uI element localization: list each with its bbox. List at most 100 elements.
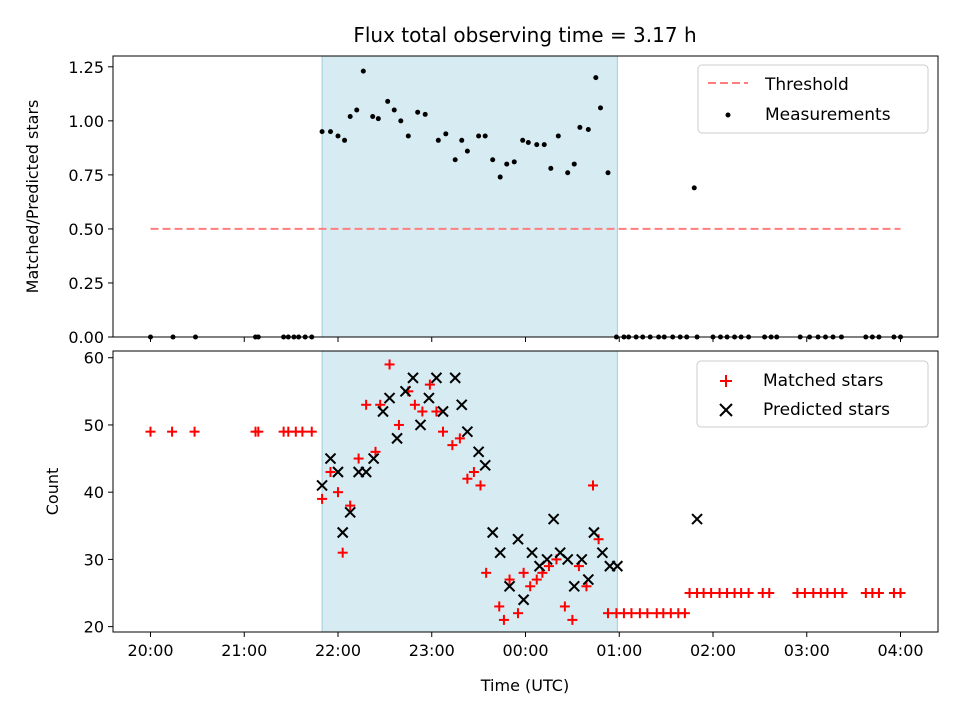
x-tick-label: 23:00 xyxy=(409,641,455,660)
matched-star-point xyxy=(370,446,381,457)
predicted-marker-b xyxy=(517,594,530,606)
measurements-legend-marker xyxy=(725,112,731,118)
matched-star-point xyxy=(706,588,717,599)
predicted-star-point xyxy=(541,553,553,566)
top-y-tick-label: 0.75 xyxy=(68,166,104,185)
predicted-marker-b xyxy=(430,372,443,384)
predicted-star-point xyxy=(423,392,435,404)
predicted-star-point xyxy=(324,452,337,465)
predicted-marker-b xyxy=(526,546,538,559)
measurement-point xyxy=(370,114,376,120)
predicted-marker-b xyxy=(456,399,468,411)
measurement-point xyxy=(548,165,554,171)
predicted-marker-b xyxy=(344,506,356,519)
predicted-marker-b xyxy=(568,580,580,592)
matched-star-point xyxy=(504,574,515,585)
matched-star-point xyxy=(743,588,754,599)
measurement-point xyxy=(541,142,547,148)
predicted-marker-b xyxy=(324,452,337,465)
predicted-star-point xyxy=(399,385,412,398)
predicted-star-point xyxy=(377,405,389,418)
measurements-legend-label: Measurements xyxy=(765,105,891,125)
predicted-marker-b xyxy=(541,553,553,566)
top-shaded-region xyxy=(321,55,618,338)
x-tick-label: 21:00 xyxy=(221,641,267,660)
predicted-star-point xyxy=(494,546,506,559)
bottom-axes-frame xyxy=(112,350,939,633)
matched-star-point xyxy=(431,406,442,417)
predicted-marker-b xyxy=(691,513,703,525)
measurement-point xyxy=(593,75,599,81)
matched-star-point xyxy=(468,467,479,478)
predicted-marker-b xyxy=(547,513,560,525)
predicted-marker-b xyxy=(399,385,412,398)
predicted-marker-b xyxy=(576,553,588,566)
top-y-tick-label: 0.00 xyxy=(68,328,104,347)
predicted-marker-b xyxy=(596,546,609,559)
measurement-point xyxy=(335,133,341,139)
predicted-marker-b xyxy=(360,466,372,478)
x-tick-label: 04:00 xyxy=(877,641,923,660)
predicted-star-point xyxy=(437,405,449,418)
measurement-point xyxy=(555,133,561,139)
measurement-point xyxy=(476,133,482,139)
matched-star-point xyxy=(361,399,372,410)
measurement-point xyxy=(435,137,441,143)
measurement-point xyxy=(360,68,366,74)
matched-legend-label: Matched stars xyxy=(763,371,883,391)
predicted-star-point xyxy=(486,526,499,539)
matched-star-point xyxy=(317,493,328,504)
x-tick-label: 03:00 xyxy=(784,641,830,660)
measurement-point xyxy=(598,105,603,111)
matched-star-point xyxy=(543,561,554,572)
predicted-star-point xyxy=(479,459,491,471)
predicted-star-point xyxy=(691,513,703,525)
predicted-star-point xyxy=(456,399,468,411)
matched-star-point xyxy=(393,419,404,430)
measurement-point xyxy=(342,137,348,143)
measurement-point xyxy=(691,185,697,191)
matched-star-point xyxy=(353,453,364,464)
matched-star-point xyxy=(518,567,529,578)
matched-star-point xyxy=(513,608,523,619)
predicted-marker-b xyxy=(588,526,600,539)
bottom-panel: 20:00 21:00 22:00 23:00 00:00 01:00 02:00 03:00… xyxy=(43,349,939,695)
bottom-y-tick-label: 50 xyxy=(84,416,104,435)
bottom-shade-rect xyxy=(321,350,618,633)
measurement-point xyxy=(504,161,510,167)
bottom-y-tick-label: 60 xyxy=(84,349,104,368)
predicted-marker-b xyxy=(316,479,328,492)
measurement-point xyxy=(565,170,571,176)
predicted-star-point xyxy=(547,513,560,525)
matched-star-point xyxy=(447,440,458,451)
predicted-star-point xyxy=(344,506,356,519)
matched-star-point xyxy=(337,547,348,558)
predicted-star-point xyxy=(316,479,328,492)
bottom-ylabel: Count xyxy=(43,468,62,516)
predicted-marker-b xyxy=(561,553,574,566)
measurement-point xyxy=(497,174,503,180)
matched-star-point xyxy=(525,581,536,592)
matched-star-point xyxy=(253,426,264,437)
matched-star-point xyxy=(384,359,395,370)
matched-star-point xyxy=(603,608,613,619)
predicted-marker-b xyxy=(332,466,344,478)
matched-star-point xyxy=(189,426,200,437)
matched-star-point xyxy=(481,567,492,578)
top-ylabel: Matched/Predicted stars xyxy=(23,100,42,294)
measurement-point xyxy=(443,131,449,137)
matched-star-point xyxy=(642,608,653,619)
chart-title: Flux total observing time = 3.17 h xyxy=(353,23,696,47)
predicted-star-point xyxy=(611,560,624,572)
predicted-star-point xyxy=(461,425,474,438)
measurement-point xyxy=(571,161,577,167)
measurement-point xyxy=(534,142,540,148)
predicted-star-point xyxy=(582,573,595,586)
predicted-star-point xyxy=(503,580,516,592)
bottom-y-tick-label: 40 xyxy=(84,483,104,502)
matched-star-point xyxy=(475,480,486,491)
measurement-point xyxy=(520,137,526,143)
matched-star-point xyxy=(895,588,906,599)
predicted-marker-b xyxy=(494,546,506,559)
predicted-marker-b xyxy=(336,526,349,539)
